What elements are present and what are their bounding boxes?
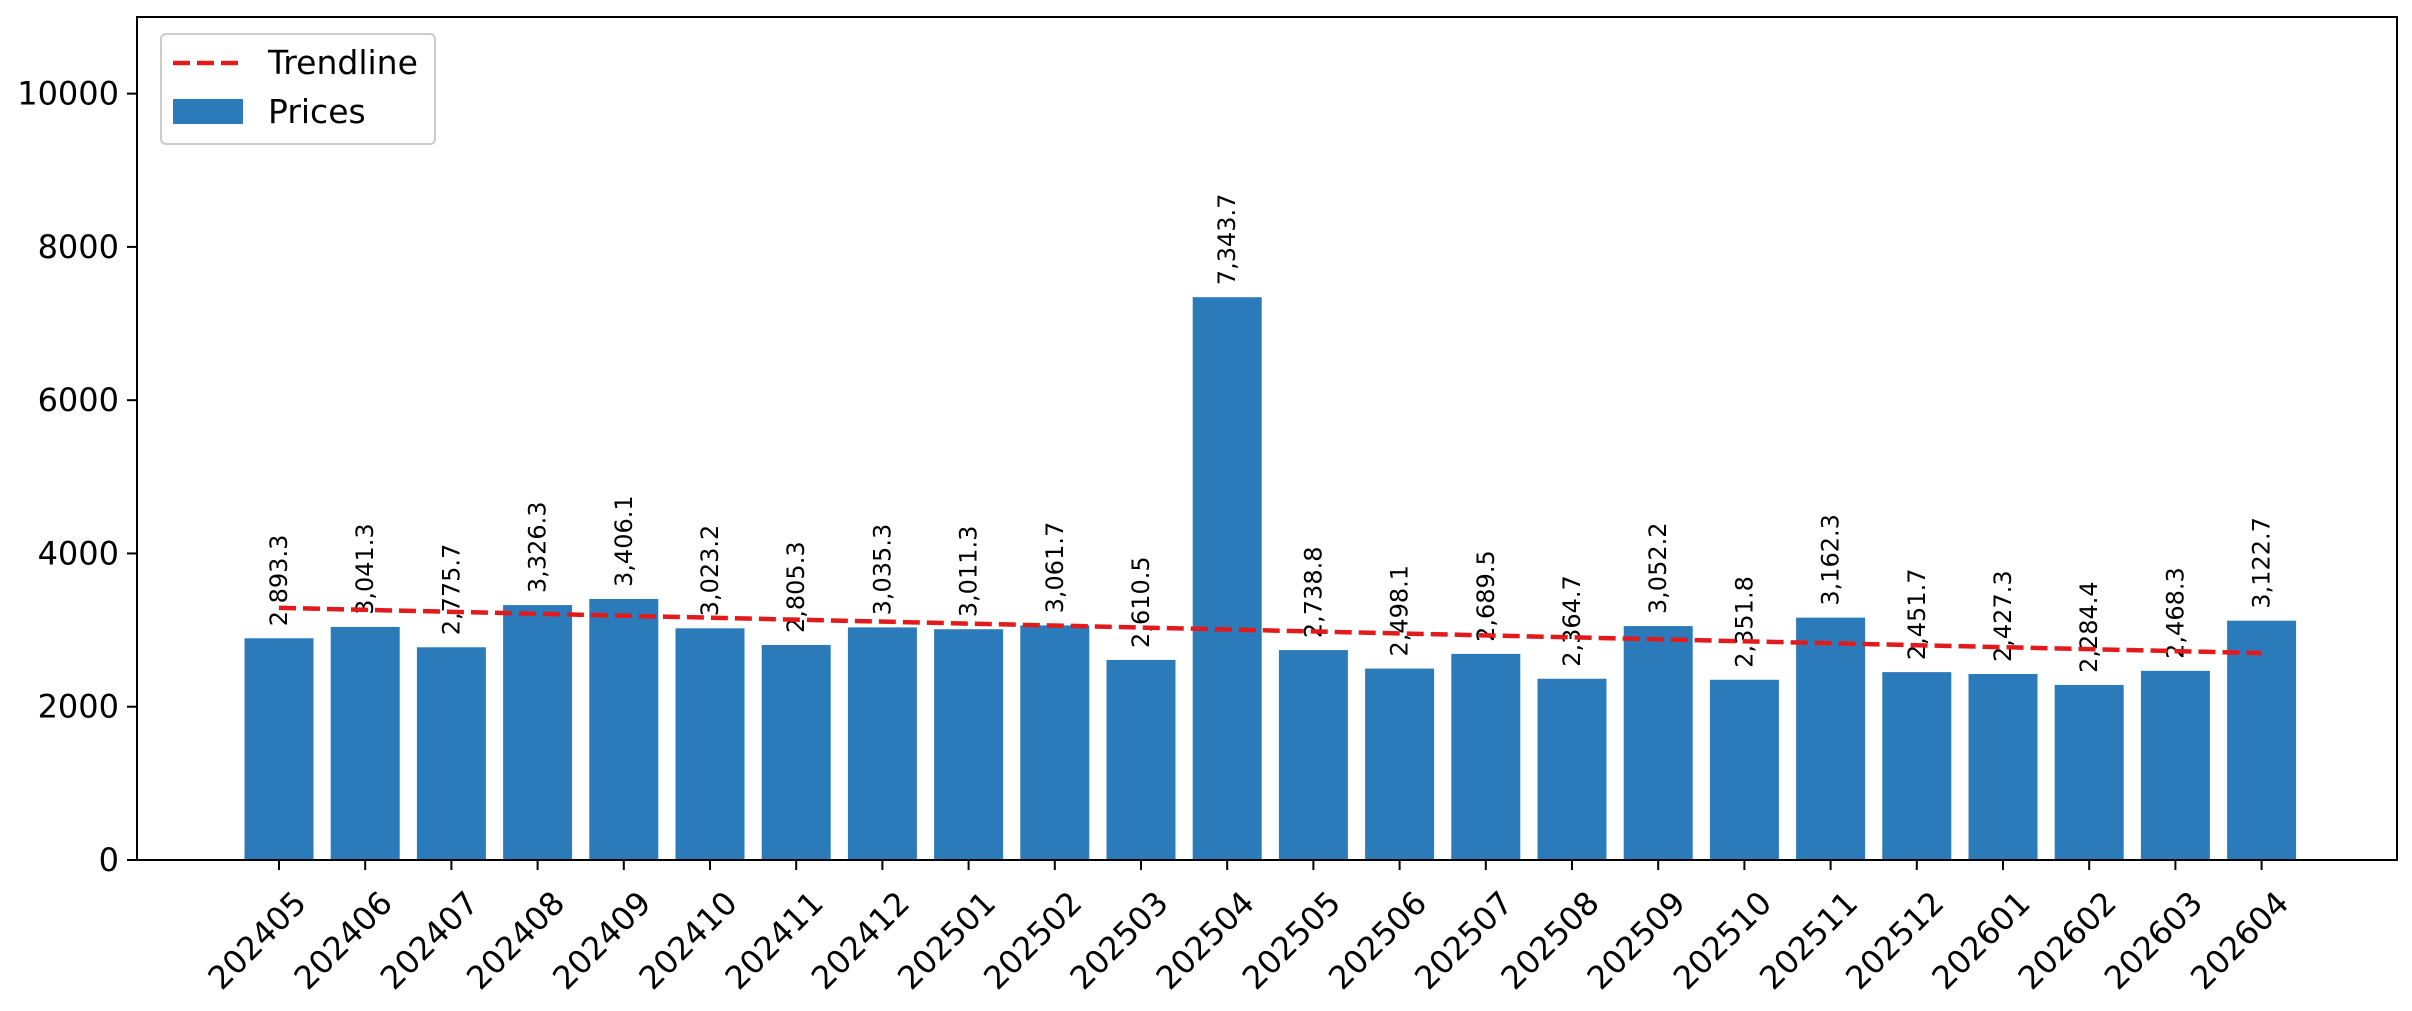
bar-202604 bbox=[2227, 620, 2297, 860]
bar-202602 bbox=[2054, 684, 2124, 860]
bar-value-label: 3,406.1 bbox=[610, 495, 638, 587]
bar-202503 bbox=[1106, 659, 1176, 860]
bar-value-label: 2,284.4 bbox=[2075, 581, 2103, 673]
bar-value-label: 2,351.8 bbox=[1730, 576, 1758, 668]
legend-trendline-label: Trendline bbox=[267, 43, 418, 82]
bar-202506 bbox=[1365, 668, 1435, 860]
bar-value-label: 2,738.8 bbox=[1299, 546, 1327, 638]
trendline bbox=[278, 605, 2262, 656]
bar-202507 bbox=[1451, 653, 1521, 860]
bar-value-label: 3,052.2 bbox=[1644, 522, 1672, 614]
bar-202510 bbox=[1709, 679, 1779, 860]
bar-value-label: 3,035.3 bbox=[868, 524, 896, 616]
bar-202512 bbox=[1882, 672, 1952, 860]
bar-202406 bbox=[330, 626, 400, 860]
y-tick-label: 10000 bbox=[17, 75, 119, 113]
bar-value-label: 2,893.3 bbox=[265, 535, 293, 627]
bar-202410 bbox=[675, 628, 745, 860]
legend-prices-swatch bbox=[173, 99, 243, 124]
bar-value-label: 2,610.5 bbox=[1127, 556, 1155, 648]
legend: Trendline Prices bbox=[160, 33, 436, 145]
bar-202405 bbox=[244, 638, 314, 860]
bar-202411 bbox=[761, 645, 831, 860]
bar-value-label: 3,326.3 bbox=[524, 501, 552, 593]
bar-202601 bbox=[1968, 673, 2038, 860]
bar-value-label: 2,775.7 bbox=[437, 544, 465, 636]
bar-value-label: 3,011.3 bbox=[955, 526, 983, 618]
bar-value-label: 3,122.7 bbox=[2248, 517, 2276, 609]
y-tick-label: 6000 bbox=[38, 381, 119, 419]
bar-202502 bbox=[1020, 625, 1090, 860]
bar-202412 bbox=[847, 627, 917, 860]
legend-prices-label: Prices bbox=[268, 92, 366, 131]
bar-value-label: 2,689.5 bbox=[1472, 550, 1500, 642]
bar-202504 bbox=[1192, 297, 1262, 860]
bar-value-label: 3,061.7 bbox=[1041, 522, 1069, 614]
trendline-layer bbox=[278, 605, 2262, 656]
bar-value-label: 3,023.2 bbox=[696, 525, 724, 617]
bar-value-label: 3,162.3 bbox=[1817, 514, 1845, 606]
bar-value-label: 2,364.7 bbox=[1558, 575, 1586, 667]
bar-202505 bbox=[1278, 650, 1348, 860]
bar-202509 bbox=[1623, 626, 1693, 860]
bar-value-label: 2,468.3 bbox=[2161, 567, 2189, 659]
bar-202407 bbox=[416, 647, 486, 860]
bar-202409 bbox=[589, 598, 659, 860]
y-tick-label: 4000 bbox=[38, 534, 119, 572]
y-tick-label: 0 bbox=[99, 841, 119, 879]
bar-202603 bbox=[2140, 670, 2210, 860]
bar-value-label: 7,343.7 bbox=[1213, 194, 1241, 286]
bars-layer bbox=[244, 297, 2297, 860]
bar-202501 bbox=[934, 629, 1004, 860]
y-tick-label: 8000 bbox=[38, 228, 119, 266]
y-axis: 0 2000 4000 6000 8000 10000 bbox=[17, 75, 137, 879]
y-tick-label: 2000 bbox=[38, 688, 119, 726]
bar-202511 bbox=[1796, 617, 1866, 860]
bar-202408 bbox=[503, 605, 573, 860]
bar-value-label: 2,498.1 bbox=[1386, 565, 1414, 657]
bar-202508 bbox=[1537, 678, 1607, 860]
bar-value-label: 3,041.3 bbox=[351, 523, 379, 615]
plot-area-frame bbox=[136, 16, 2398, 861]
